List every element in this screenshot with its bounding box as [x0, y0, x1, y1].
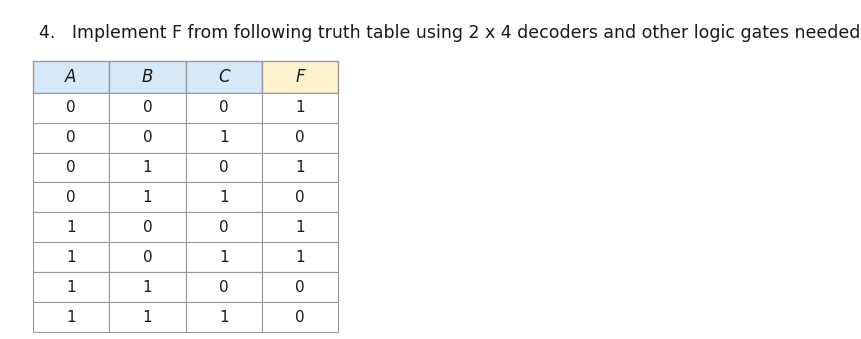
Bar — [186, 242, 262, 272]
Text: 0: 0 — [295, 310, 305, 325]
Bar — [33, 213, 109, 242]
Bar — [109, 272, 186, 302]
Text: 4.   Implement F from following truth table using 2 x 4 decoders and other logic: 4. Implement F from following truth tabl… — [39, 24, 861, 42]
Text: 0: 0 — [295, 190, 305, 205]
Text: 0: 0 — [66, 130, 76, 145]
Text: F: F — [295, 68, 305, 86]
Bar — [186, 272, 262, 302]
Text: 0: 0 — [66, 100, 76, 115]
Bar — [33, 61, 109, 93]
Bar — [262, 182, 338, 213]
Text: A: A — [65, 68, 77, 86]
Text: 0: 0 — [219, 160, 228, 175]
Text: 1: 1 — [219, 190, 228, 205]
Bar — [109, 242, 186, 272]
Text: 1: 1 — [143, 280, 152, 295]
Bar — [33, 242, 109, 272]
Text: 0: 0 — [143, 100, 152, 115]
Text: 0: 0 — [143, 250, 152, 265]
Text: 1: 1 — [66, 310, 76, 325]
Bar — [33, 93, 109, 123]
Bar — [109, 213, 186, 242]
Text: 0: 0 — [295, 130, 305, 145]
Bar — [262, 242, 338, 272]
Bar — [186, 182, 262, 213]
Bar — [262, 61, 338, 93]
Bar — [109, 61, 186, 93]
Text: 1: 1 — [66, 280, 76, 295]
Bar — [33, 123, 109, 153]
Bar — [262, 213, 338, 242]
Text: 0: 0 — [219, 100, 228, 115]
Text: 0: 0 — [66, 160, 76, 175]
Bar — [262, 123, 338, 153]
Text: C: C — [218, 68, 230, 86]
Bar — [109, 182, 186, 213]
Bar — [262, 302, 338, 332]
Text: 1: 1 — [219, 310, 228, 325]
Text: 1: 1 — [295, 250, 305, 265]
Bar — [186, 153, 262, 182]
Text: 1: 1 — [66, 250, 76, 265]
Bar — [186, 302, 262, 332]
Text: 1: 1 — [295, 100, 305, 115]
Bar — [186, 61, 262, 93]
Text: 1: 1 — [219, 250, 228, 265]
Bar — [33, 302, 109, 332]
Bar — [109, 153, 186, 182]
Bar — [262, 153, 338, 182]
Bar — [262, 93, 338, 123]
Text: 0: 0 — [295, 280, 305, 295]
Bar — [262, 272, 338, 302]
Bar — [33, 272, 109, 302]
Text: 1: 1 — [143, 160, 152, 175]
Bar — [109, 123, 186, 153]
Text: B: B — [142, 68, 153, 86]
Text: 0: 0 — [219, 280, 228, 295]
Bar — [109, 93, 186, 123]
Bar — [186, 213, 262, 242]
Text: 0: 0 — [143, 130, 152, 145]
Bar — [186, 93, 262, 123]
Text: 1: 1 — [143, 190, 152, 205]
Text: 0: 0 — [66, 190, 76, 205]
Text: 1: 1 — [295, 220, 305, 235]
Bar — [33, 153, 109, 182]
Text: 1: 1 — [143, 310, 152, 325]
Text: 0: 0 — [143, 220, 152, 235]
Text: 1: 1 — [295, 160, 305, 175]
Text: 1: 1 — [66, 220, 76, 235]
Bar — [109, 302, 186, 332]
Text: 0: 0 — [219, 220, 228, 235]
Text: 1: 1 — [219, 130, 228, 145]
Bar — [33, 182, 109, 213]
Bar — [186, 123, 262, 153]
